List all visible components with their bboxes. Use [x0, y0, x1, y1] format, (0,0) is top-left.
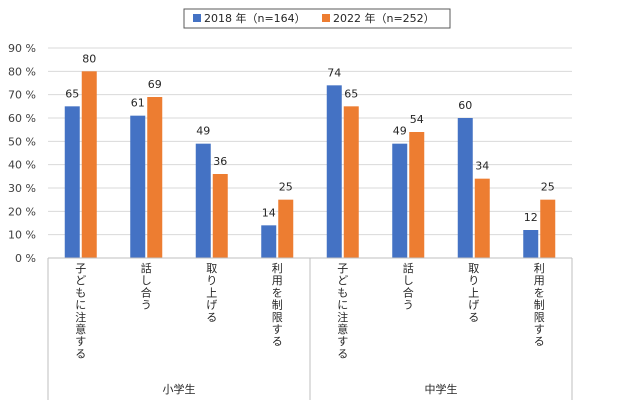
data-label: 54 [410, 113, 424, 126]
bar [540, 199, 556, 258]
category-label: 話し合う [141, 261, 152, 312]
data-label: 80 [82, 52, 96, 65]
y-tick-label: 30 % [8, 182, 36, 195]
category-label: 子どもに注意する [75, 262, 86, 360]
bar [212, 174, 228, 258]
y-tick-label: 10 % [8, 229, 36, 242]
category-label: 取り上げる [468, 262, 479, 324]
x-axis: 子どもに注意する 話し合う 取り上げる 利用を制限する 子どもに注意する 話し合う 取り上げ… [47, 257, 573, 400]
bars [64, 71, 556, 259]
data-labels: 65 61 49 14 74 49 60 12 80 69 36 25 65 54 34 25 [65, 52, 555, 224]
bar [195, 143, 211, 258]
data-label: 61 [131, 97, 145, 110]
bar [343, 106, 359, 258]
bar [523, 230, 539, 258]
legend-label: 2018 年（n=164） [204, 11, 306, 25]
data-label: 14 [262, 206, 276, 219]
y-tick-label: 50 % [8, 135, 36, 148]
data-label: 36 [213, 155, 227, 168]
y-tick-label: 90 % [8, 42, 36, 55]
bar [278, 199, 294, 258]
category-label: 利用を制限する [272, 262, 283, 348]
data-label: 65 [65, 87, 79, 100]
category-label: 話し合う [403, 261, 414, 312]
y-axis: 0 % 10 % 20 % 30 % 40 % 50 % 60 % 70 % 80 % 90 % [8, 42, 36, 265]
category-label: 子どもに注意する [337, 262, 348, 360]
bar [81, 71, 97, 258]
bar [147, 97, 163, 258]
category-label: 取り上げる [206, 262, 217, 324]
data-label: 60 [458, 99, 472, 112]
y-tick-label: 80 % [8, 65, 36, 78]
data-label: 25 [279, 181, 293, 194]
legend-box [183, 8, 451, 29]
y-tick-label: 70 % [8, 89, 36, 102]
y-tick-label: 0 % [15, 252, 36, 265]
legend: 2018 年（n=164） 2022 年（n=252） [183, 8, 451, 29]
data-label: 25 [541, 181, 555, 194]
bar [409, 132, 425, 258]
y-tick-label: 40 % [8, 159, 36, 172]
bar [392, 143, 408, 258]
data-label: 74 [327, 66, 341, 79]
y-tick-label: 20 % [8, 205, 36, 218]
bar [326, 85, 342, 258]
bar [64, 106, 80, 258]
gridlines [48, 47, 572, 236]
group-label: 小学生 [163, 382, 196, 396]
bar [261, 225, 277, 258]
bar [457, 118, 473, 258]
bar [474, 178, 490, 258]
category-label: 利用を制限する [534, 262, 545, 348]
data-label: 49 [393, 125, 407, 138]
data-label: 49 [196, 125, 210, 138]
group-label: 中学生 [425, 382, 458, 396]
legend-swatch [193, 14, 201, 22]
data-label: 65 [344, 87, 358, 100]
data-label: 12 [524, 211, 538, 224]
legend-label: 2022 年（n=252） [333, 11, 435, 25]
data-label: 34 [475, 160, 489, 173]
bar [130, 115, 146, 259]
y-tick-label: 60 % [8, 112, 36, 125]
data-label: 69 [148, 78, 162, 91]
legend-swatch [322, 14, 330, 22]
